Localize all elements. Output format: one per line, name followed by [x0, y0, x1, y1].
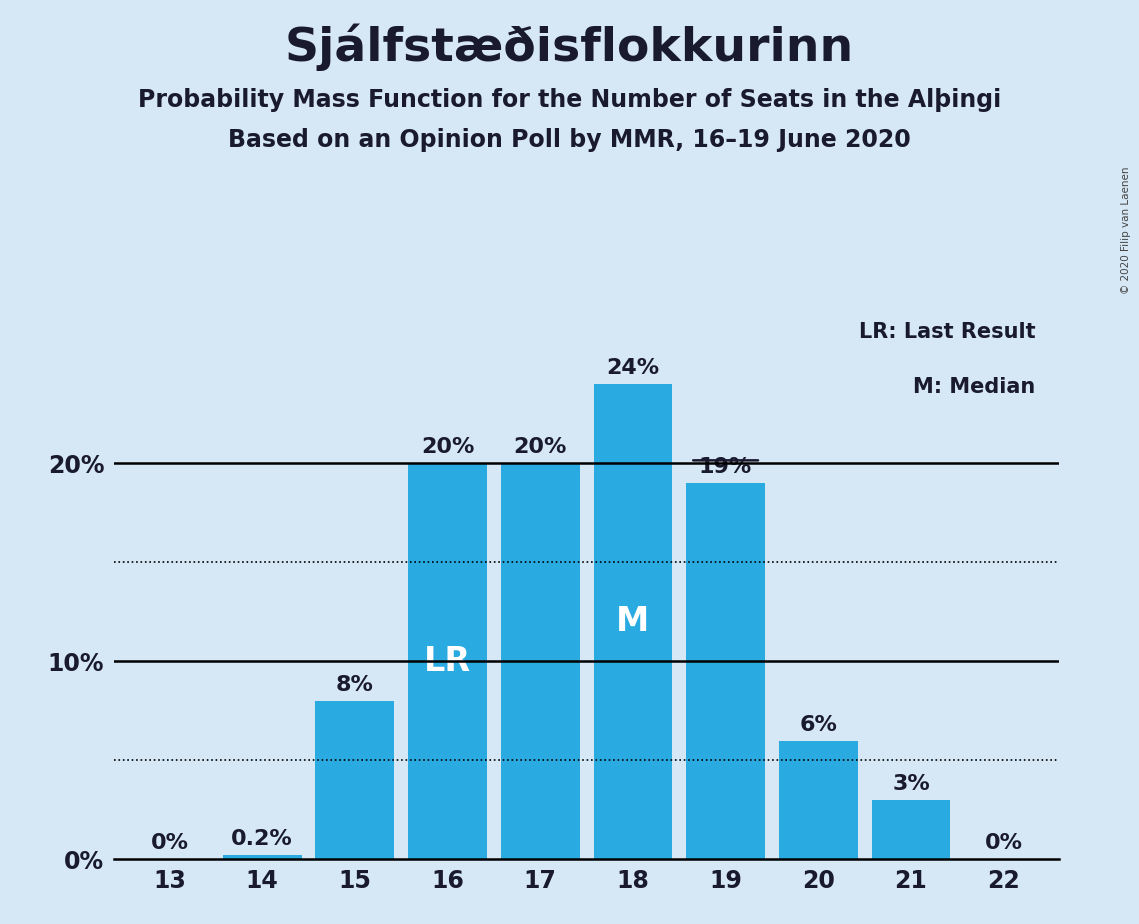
Bar	[501, 463, 580, 859]
Bar	[593, 384, 672, 859]
Bar	[686, 483, 765, 859]
Text: 24%: 24%	[606, 359, 659, 378]
Bar	[779, 740, 858, 859]
Text: 0%: 0%	[150, 833, 189, 854]
Text: 20%: 20%	[514, 437, 567, 457]
Bar	[316, 701, 394, 859]
Text: LR: LR	[424, 645, 472, 678]
Text: Probability Mass Function for the Number of Seats in the Alþingi: Probability Mass Function for the Number…	[138, 88, 1001, 112]
Text: 0.2%: 0.2%	[231, 830, 293, 849]
Text: 8%: 8%	[336, 675, 374, 695]
Text: 20%: 20%	[421, 437, 474, 457]
Bar	[223, 856, 302, 859]
Text: M: M	[616, 605, 649, 638]
Text: 3%: 3%	[892, 774, 929, 794]
Text: 0%: 0%	[984, 833, 1023, 854]
Text: LR: Last Result: LR: Last Result	[859, 322, 1035, 342]
Text: 19%: 19%	[699, 457, 752, 477]
Bar	[408, 463, 487, 859]
Text: © 2020 Filip van Laenen: © 2020 Filip van Laenen	[1121, 166, 1131, 294]
Text: 6%: 6%	[800, 714, 837, 735]
Text: Based on an Opinion Poll by MMR, 16–19 June 2020: Based on an Opinion Poll by MMR, 16–19 J…	[228, 128, 911, 152]
Bar	[871, 800, 950, 859]
Text: Sjálfstæðisflokkurinn: Sjálfstæðisflokkurinn	[285, 23, 854, 70]
Text: M: Median: M: Median	[913, 377, 1035, 397]
